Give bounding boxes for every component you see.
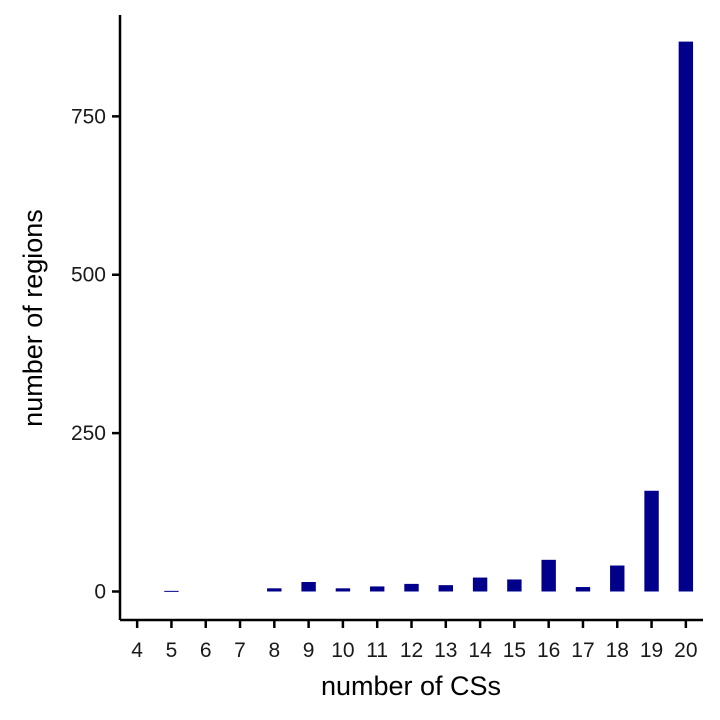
bar-15	[507, 579, 522, 592]
x-tick-label-14: 14	[468, 639, 492, 662]
y-tick-label-250: 250	[71, 422, 106, 445]
x-tick-label-15: 15	[503, 639, 526, 662]
bar-19	[644, 490, 659, 592]
bar-11	[370, 586, 385, 592]
bar-8	[267, 588, 282, 592]
y-axis-ticks: 0 250 500 750	[71, 105, 120, 603]
bar-18	[610, 565, 625, 592]
x-tick-label-17: 17	[571, 639, 594, 662]
x-axis-title: number of CSs	[321, 671, 501, 701]
x-tick-label-19: 19	[640, 639, 663, 662]
bar-5	[164, 590, 179, 592]
bar-13	[438, 585, 453, 592]
x-tick-label-5: 5	[166, 639, 178, 662]
bar-12	[404, 583, 419, 592]
bar-14	[472, 577, 488, 592]
bar-9	[301, 581, 316, 592]
x-tick-label-16: 16	[537, 639, 560, 662]
y-tick-label-750: 750	[71, 105, 106, 128]
bar-16	[541, 559, 556, 592]
x-tick-label-12: 12	[400, 639, 423, 662]
x-tick-label-10: 10	[331, 639, 354, 662]
y-tick-label-500: 500	[71, 264, 106, 287]
bar-20	[678, 41, 694, 592]
x-tick-label-4: 4	[131, 639, 143, 662]
x-tick-label-8: 8	[268, 639, 280, 662]
x-tick-label-20: 20	[674, 639, 697, 662]
x-tick-label-7: 7	[234, 639, 246, 662]
y-axis-title: number of regions	[18, 209, 48, 427]
y-tick-label-0: 0	[94, 580, 106, 603]
bar-10	[335, 588, 351, 592]
x-tick-label-9: 9	[303, 639, 315, 662]
bars-group	[164, 41, 694, 592]
x-tick-label-11: 11	[366, 639, 388, 662]
x-tick-label-13: 13	[434, 639, 457, 662]
x-tick-label-18: 18	[606, 639, 629, 662]
bar-17	[575, 587, 591, 592]
x-axis-ticks: 4 5 6 7 8 9 10 11 12 13 14 15 16 17 18 19 20	[131, 620, 698, 662]
x-tick-label-6: 6	[200, 639, 212, 662]
